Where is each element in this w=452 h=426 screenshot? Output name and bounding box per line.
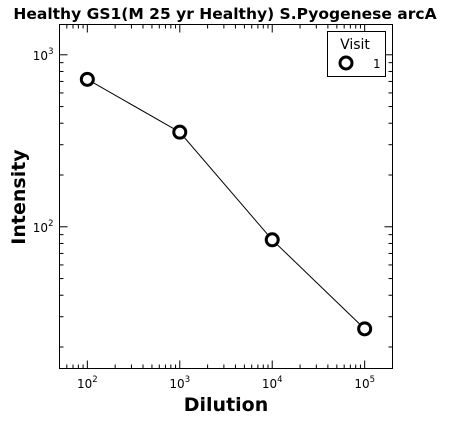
axis-ticks [59,24,393,369]
x-tick-label: 104 [262,375,283,391]
plot-area [59,24,393,369]
x-tick-label: 102 [77,375,98,391]
series-line-1 [87,78,366,330]
series-layer [79,71,373,337]
y-tick-label: 102 [33,219,54,235]
data-point [264,232,280,248]
legend-box [327,31,386,77]
data-point [172,124,188,140]
legend-title: Visit [340,37,370,53]
data-point [79,71,95,87]
chart-title: Healthy GS1(M 25 yr Healthy) S.Pyogenese… [13,5,436,23]
x-tick-label: 105 [354,375,375,391]
x-tick-label: 103 [169,375,190,391]
legend-label-series-1: 1 [373,57,381,71]
x-axis-label: Dilution [184,394,269,416]
data-point [357,321,373,337]
axis-tick-labels: 102 103 104 105 102 103 [33,47,375,391]
y-tick-label: 103 [33,47,54,63]
y-axis-label: Intensity [8,149,30,245]
legend-marker-series-1 [338,55,354,71]
legend: Visit 1 [327,31,386,77]
